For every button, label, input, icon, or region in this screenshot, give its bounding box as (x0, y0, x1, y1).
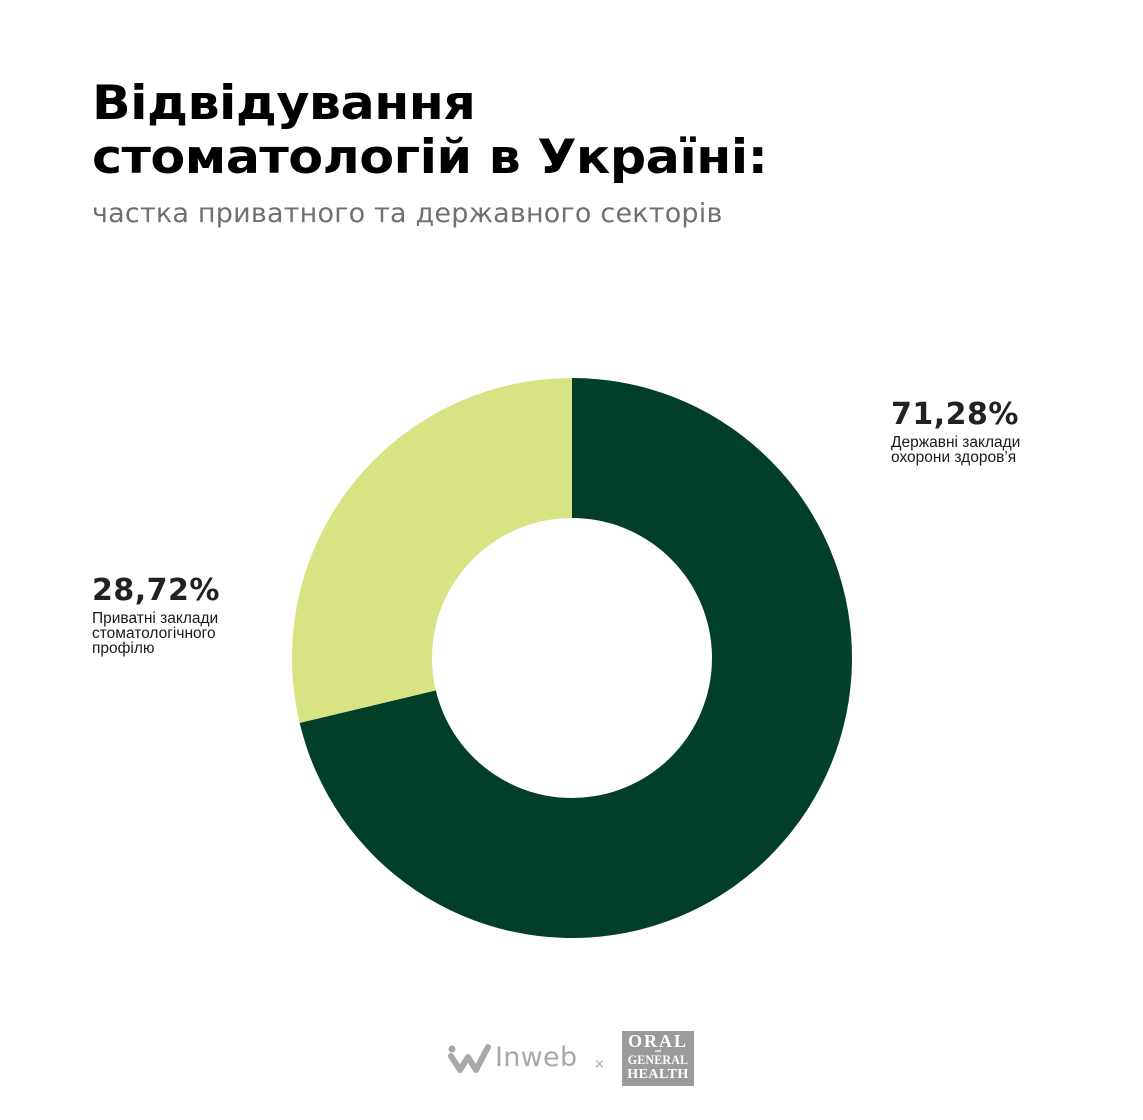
ogh-and: and (654, 1048, 662, 1053)
desc-private-line-1: Приватні заклади (92, 610, 219, 627)
desc-private-line-3: профілю (92, 640, 155, 657)
ogh-line-2: GENERAL (627, 1052, 689, 1067)
oral-general-health-logo: ORAL and GENERAL HEALTH (622, 1031, 694, 1086)
percent-private: 28,72% (92, 573, 220, 608)
title-line-2: стоматологій в Україні: (92, 130, 768, 185)
slice-private (292, 378, 572, 723)
chart-subtitle: частка приватного та державного секторів (92, 198, 723, 229)
label-public: 71,28% Державні заклади охорони здоров’я (891, 397, 1021, 466)
inweb-wordmark: Inweb (495, 1042, 578, 1073)
desc-private-line-2: стоматологічного (92, 625, 216, 642)
collab-separator: × (594, 1057, 605, 1072)
slice-public (299, 378, 852, 938)
title-line-1: Відвідування (92, 76, 476, 131)
desc-public: Державні заклади охорони здоров’я (891, 434, 1021, 466)
inweb-w-icon (448, 1044, 491, 1073)
ogh-line-1: ORAL (627, 1031, 688, 1051)
chart-title: Відвідування стоматологій в Україні: (92, 76, 768, 185)
desc-public-line-1: Державні заклади (891, 434, 1021, 451)
inweb-logo: Inweb (448, 1043, 577, 1073)
desc-private: Приватні заклади стоматологічного профіл… (92, 610, 220, 657)
desc-public-line-2: охорони здоров’я (891, 449, 1017, 466)
percent-public: 71,28% (891, 397, 1019, 432)
ogh-line-3: HEALTH (627, 1067, 689, 1082)
label-private: 28,72% Приватні заклади стоматологічного… (92, 573, 220, 657)
